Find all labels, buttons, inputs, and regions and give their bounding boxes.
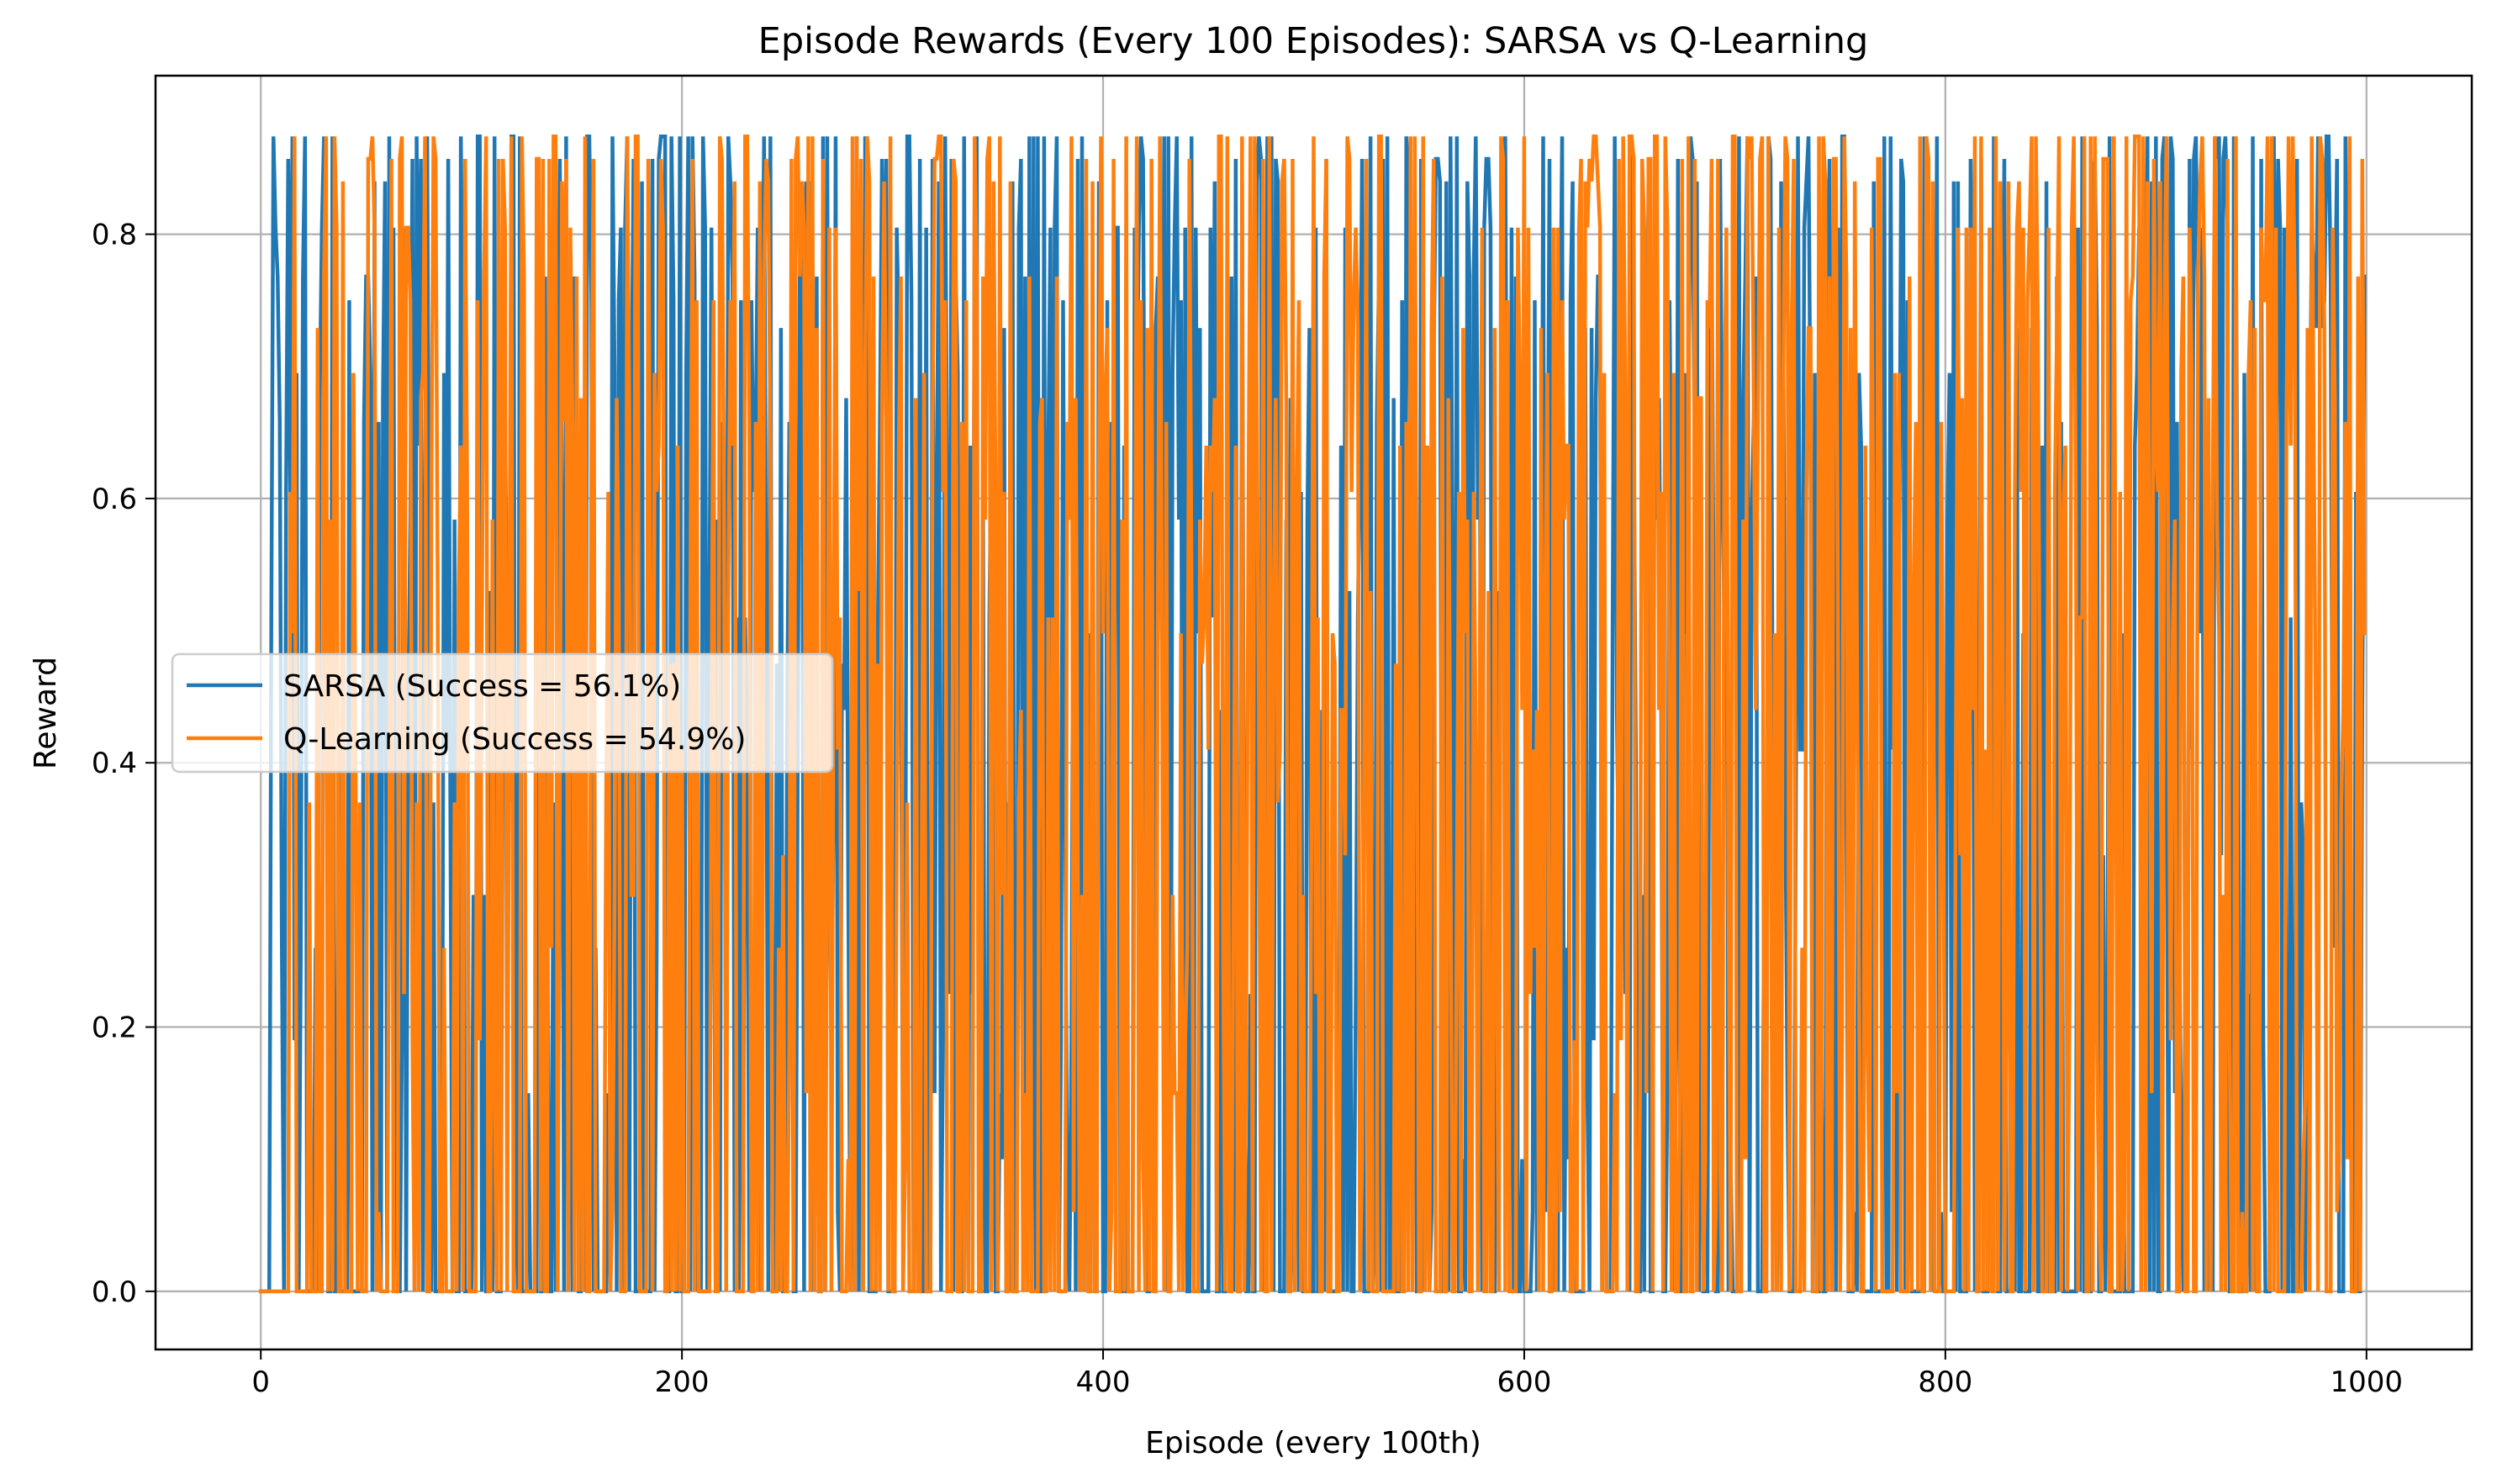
legend-label-sarsa: SARSA (Success = 56.1%)	[283, 669, 681, 704]
x-tick-label: 600	[1497, 1365, 1552, 1399]
x-tick-label: 1000	[2331, 1365, 2404, 1399]
x-tick-label: 0	[251, 1365, 270, 1399]
y-tick-label: 0.8	[92, 219, 137, 252]
y-tick-label: 0.0	[92, 1275, 137, 1309]
legend-label-q-learning: Q-Learning (Success = 54.9%)	[283, 722, 746, 757]
y-axis-ticks: 0.0 0.2 0.4 0.6 0.8	[92, 219, 156, 1309]
legend: SARSA (Success = 56.1%) Q-Learning (Succ…	[171, 652, 834, 774]
y-tick-label: 0.2	[92, 1011, 137, 1045]
x-axis-label: Episode (every 100th)	[1145, 1426, 1481, 1460]
legend-box	[171, 652, 834, 774]
x-axis-ticks: 0 200 400 600 800 1000	[251, 1349, 2403, 1399]
y-tick-label: 0.6	[92, 483, 137, 516]
x-tick-label: 200	[655, 1365, 710, 1399]
series-line-q-learning	[258, 135, 2367, 1294]
x-tick-label: 800	[1918, 1365, 1972, 1399]
x-tick-label: 400	[1076, 1365, 1131, 1399]
chart-title: Episode Rewards (Every 100 Episodes): SA…	[758, 20, 1869, 62]
y-axis-label: Reward	[29, 657, 63, 769]
y-tick-label: 0.4	[92, 747, 137, 780]
plot-frame	[154, 74, 2473, 1351]
